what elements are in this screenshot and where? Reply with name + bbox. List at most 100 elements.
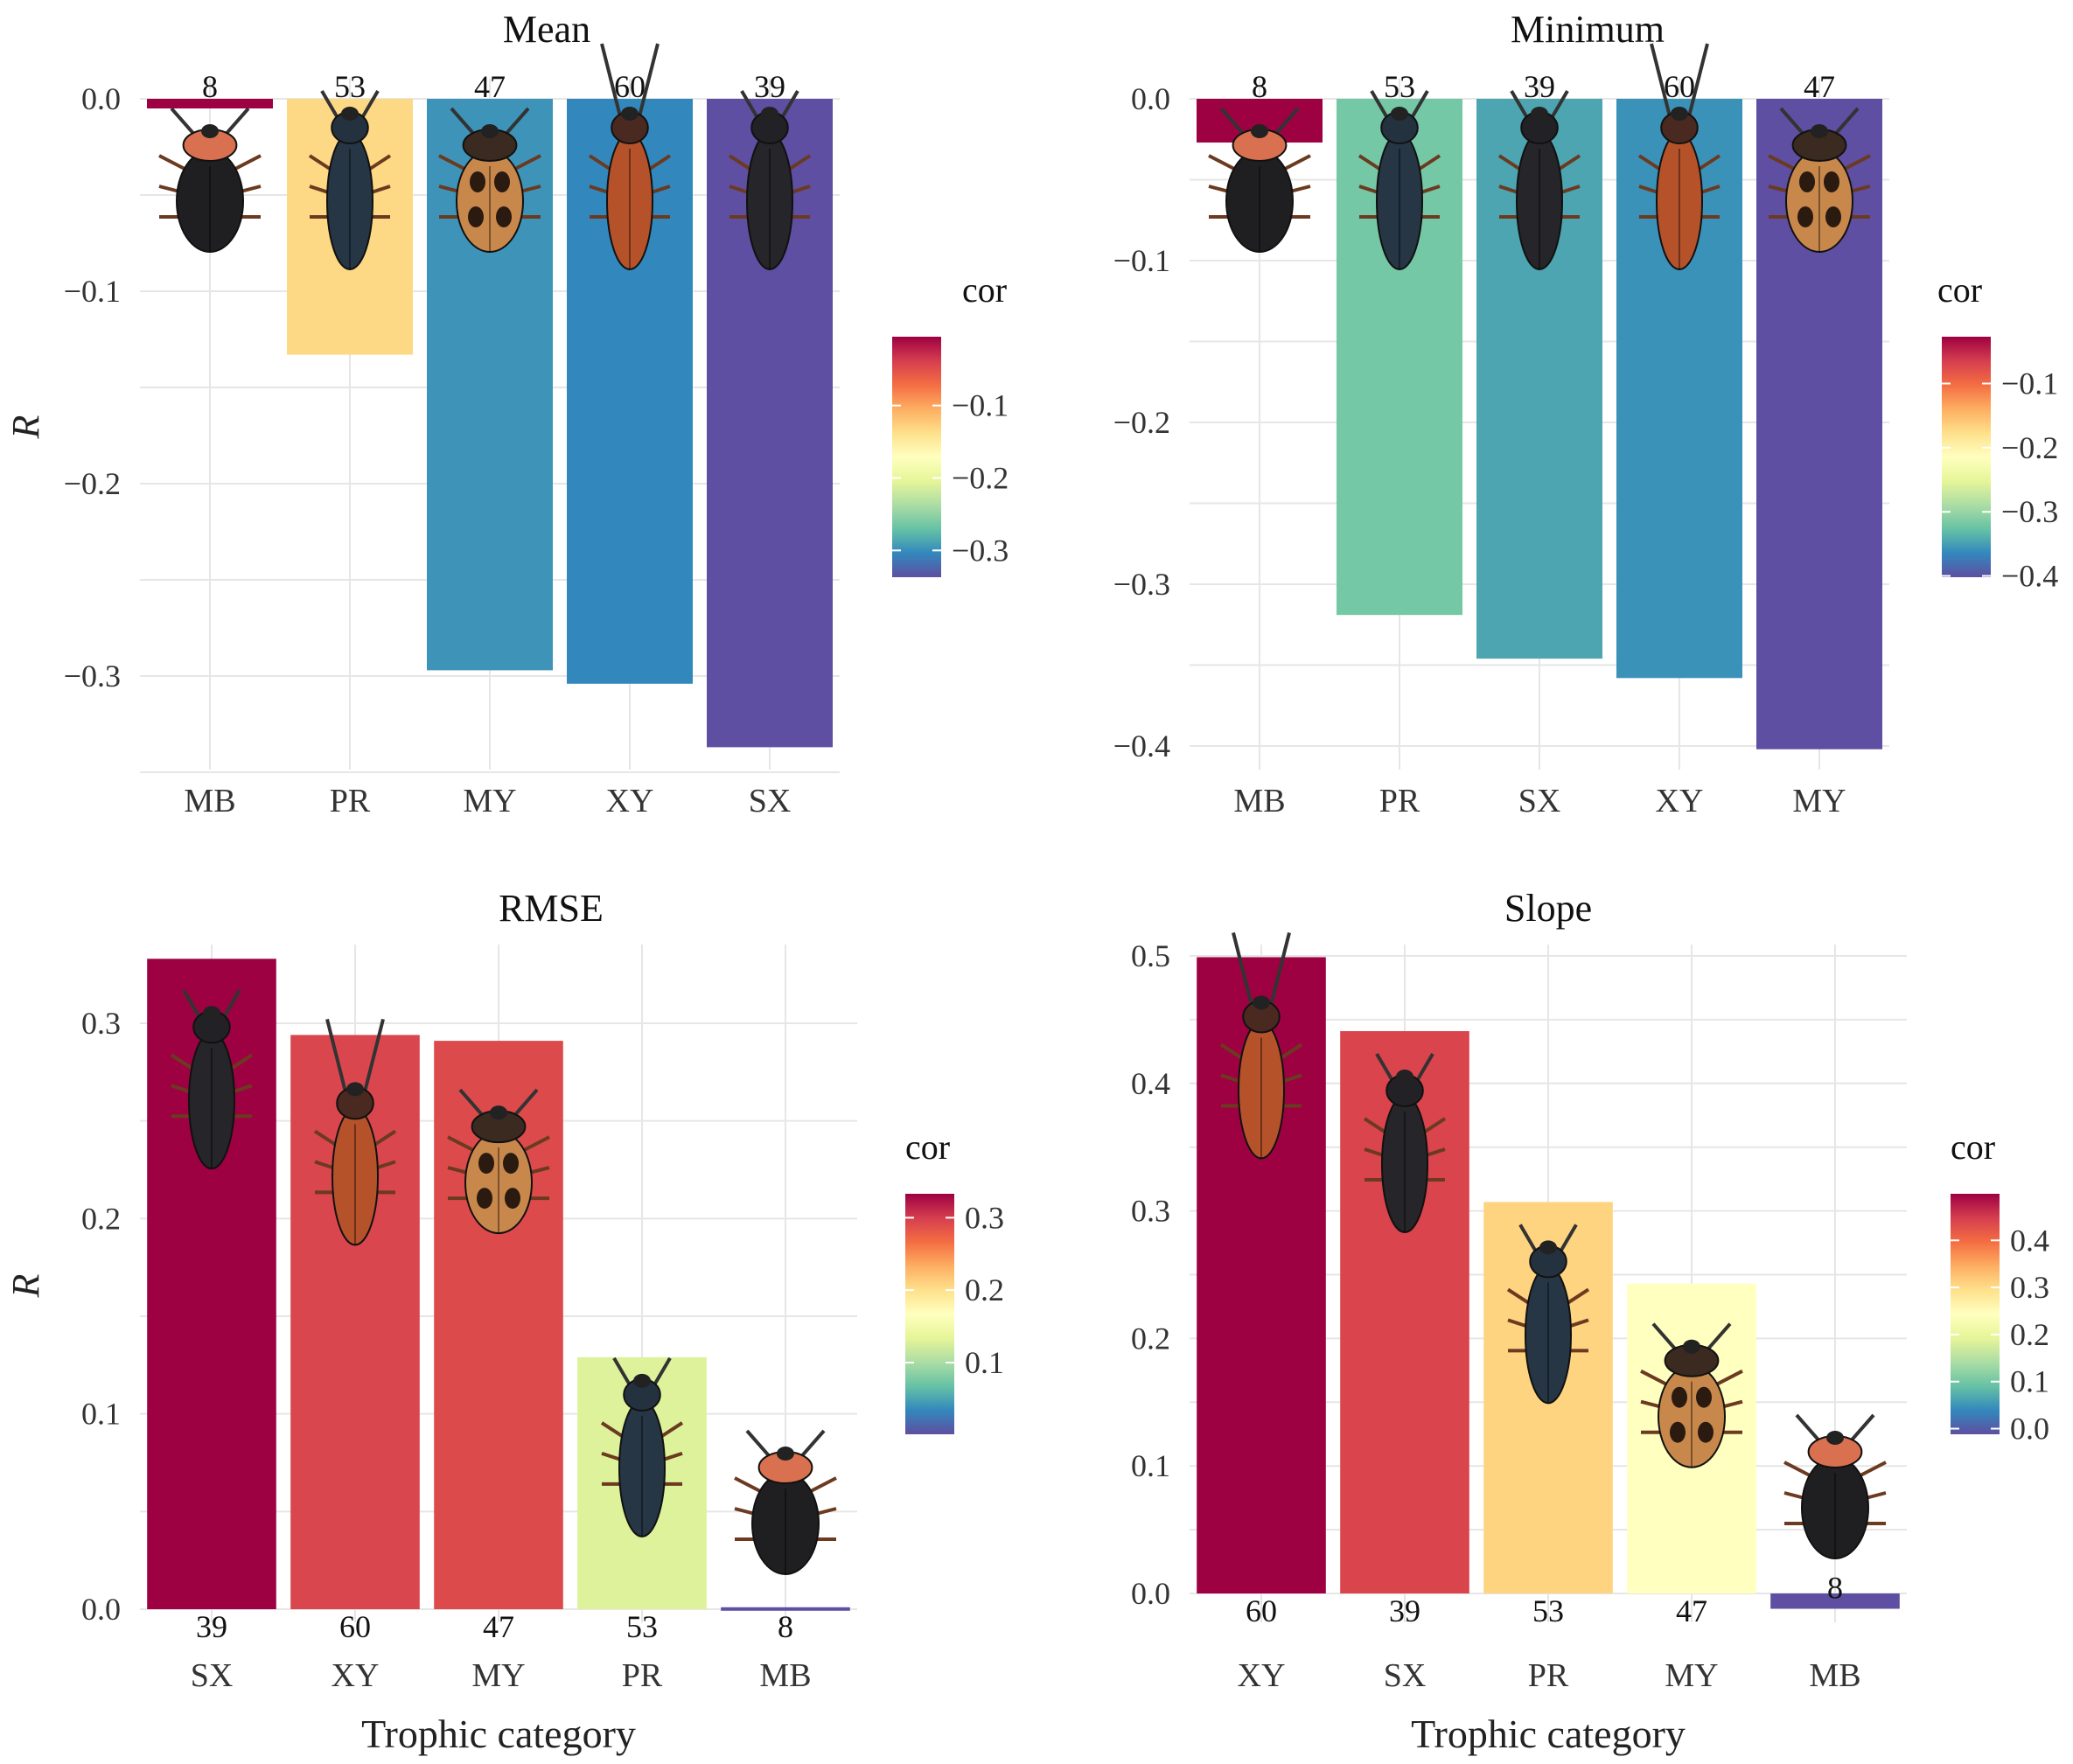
y-tick-label: −0.2 <box>1113 405 1170 440</box>
legend-colorbar <box>1942 337 1991 577</box>
legend-title: cor <box>962 270 1007 310</box>
legend-colorbar <box>905 1194 954 1434</box>
beetle-icon <box>600 1356 684 1537</box>
x-tick-label: PR <box>1528 1657 1569 1694</box>
y-tick-label: −0.3 <box>64 659 121 694</box>
legend-tick-label: 0.3 <box>965 1200 1004 1235</box>
count-label: 8 <box>1252 69 1267 104</box>
beetle-icon <box>1506 1224 1590 1405</box>
x-tick-label: MY <box>463 783 516 819</box>
legend-tick-label: 0.2 <box>965 1272 1004 1307</box>
count-label: 47 <box>1676 1593 1707 1628</box>
y-tick-label: 0.0 <box>81 1592 121 1627</box>
legend-colorbar <box>892 337 941 577</box>
x-tick-label: PR <box>622 1657 663 1694</box>
x-tick-label: SX <box>1384 1657 1427 1694</box>
beetle-icon <box>158 107 262 253</box>
legend-tick-label: 0.4 <box>2010 1223 2049 1258</box>
beetle-icon <box>588 43 672 270</box>
count-label: 39 <box>196 1609 227 1644</box>
x-axis-title-left: Trophic category <box>361 1712 636 1756</box>
legend-tick-label: −0.4 <box>2001 559 2058 594</box>
x-tick-label: MB <box>1233 783 1285 819</box>
y-tick-label: 0.3 <box>81 1006 121 1041</box>
x-tick-label: XY <box>1656 783 1704 819</box>
y-tick-label: −0.3 <box>1113 567 1170 602</box>
count-label: 8 <box>202 69 218 104</box>
beetle-icon <box>1637 43 1721 270</box>
beetle-icon <box>1363 1053 1447 1234</box>
bar-mb <box>1770 1593 1900 1609</box>
legend-title: cor <box>905 1127 950 1167</box>
bar-mb <box>147 99 273 108</box>
plot-minimum: 0.0 −0.1 −0.2 −0.3 −0.4 8 MB 53 PR 39 SX 60 XY 47 MY co… <box>1113 43 2058 819</box>
x-tick-label: XY <box>1238 1657 1286 1694</box>
panel-title: RMSE <box>499 887 604 930</box>
legend-tick-label: 0.1 <box>965 1345 1004 1380</box>
plot-rmse: 0.0 0.1 0.2 0.3 39 SX 60 XY 47 MY 53 PR 8 MB cor 0.1 0.2… <box>81 945 1004 1694</box>
plot-slope: 0.0 0.1 0.2 0.3 0.4 0.5 60 XY 39 SX 53 PR 47 MY 8 MB cor… <box>1131 931 2049 1694</box>
panel-rmse: RMSE <box>499 887 604 930</box>
count-label: 53 <box>334 69 366 104</box>
count-label: 60 <box>1664 69 1695 104</box>
x-tick-label: MB <box>1809 1657 1860 1694</box>
y-tick-label: 0.0 <box>81 81 121 116</box>
panel-title: Slope <box>1504 887 1592 930</box>
x-tick-label: SX <box>1518 783 1561 819</box>
legend-tick-label: −0.1 <box>952 388 1009 423</box>
count-label: 47 <box>474 69 506 104</box>
y-tick-label: −0.4 <box>1113 729 1170 763</box>
y-tick-label: 0.0 <box>1131 81 1170 116</box>
y-axis-title-bottom: R <box>4 1273 47 1298</box>
beetle-icon <box>1208 107 1311 253</box>
beetle-icon <box>170 989 254 1170</box>
legend-tick-label: −0.1 <box>2001 366 2058 401</box>
y-axis-title-top: R <box>4 415 47 439</box>
x-axis-title-right: Trophic category <box>1411 1712 1686 1756</box>
legend-tick-label: −0.3 <box>952 533 1009 568</box>
count-label: 53 <box>1532 1593 1564 1628</box>
x-tick-label: XY <box>332 1657 380 1694</box>
x-tick-label: MB <box>759 1657 811 1694</box>
count-label: 39 <box>754 69 785 104</box>
count-label: 60 <box>339 1609 371 1644</box>
panel-minimum: Minimum <box>1511 8 1665 51</box>
count-label: 47 <box>1804 69 1835 104</box>
beetle-icon <box>438 107 541 253</box>
y-tick-label: 0.5 <box>1131 938 1170 973</box>
beetle-icon <box>308 89 392 270</box>
beetle-icon <box>313 1018 397 1246</box>
x-tick-label: PR <box>1379 783 1420 819</box>
y-tick-label: 0.4 <box>1131 1066 1170 1101</box>
y-tick-label: 0.3 <box>1131 1194 1170 1229</box>
legend-colorbar <box>1951 1194 2000 1434</box>
panel-slope: Slope <box>1504 887 1592 930</box>
x-tick-label: MY <box>1792 783 1846 819</box>
beetle-icon <box>1640 1322 1743 1468</box>
beetle-icon <box>1783 1413 1887 1559</box>
y-tick-label: −0.1 <box>1113 243 1170 278</box>
plots-layer: 0.0 −0.1 −0.2 −0.3 8 MB 53 PR 47 MY 60 XY 39 SX cor −0.… <box>64 43 2058 1694</box>
count-label: 8 <box>1827 1570 1843 1605</box>
count-label: 53 <box>626 1609 658 1644</box>
count-label: 47 <box>483 1609 514 1644</box>
bar-mb <box>721 1607 850 1611</box>
beetle-icon <box>1768 107 1871 253</box>
count-label: 8 <box>778 1609 793 1644</box>
x-tick-label: MB <box>184 783 235 819</box>
x-tick-label: MY <box>471 1657 525 1694</box>
y-tick-label: −0.2 <box>64 466 121 501</box>
beetle-icon <box>734 1429 837 1575</box>
x-tick-label: PR <box>330 783 371 819</box>
y-tick-label: 0.1 <box>1131 1448 1170 1483</box>
x-tick-label: SX <box>749 783 792 819</box>
count-label: 53 <box>1384 69 1415 104</box>
legend-tick-label: −0.2 <box>2001 430 2058 465</box>
beetle-icon <box>1219 931 1303 1160</box>
y-tick-label: 0.0 <box>1131 1576 1170 1611</box>
count-label: 60 <box>614 69 646 104</box>
beetle-icon <box>1497 89 1581 270</box>
panel-title: Minimum <box>1511 8 1665 51</box>
panel-mean: Mean <box>503 8 590 51</box>
